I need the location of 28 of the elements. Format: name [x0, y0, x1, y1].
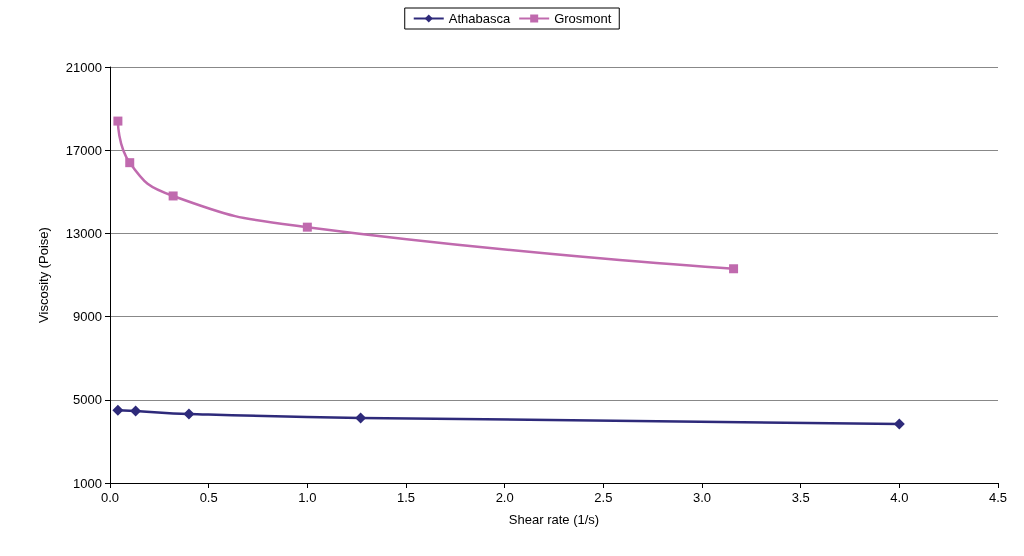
y-tick-label: 13000 — [65, 225, 102, 241]
y-tick-label: 9000 — [73, 309, 102, 325]
y-axis-title: Viscosity (Poise) — [36, 227, 51, 323]
x-tick-label: 2.5 — [594, 490, 613, 505]
y-tick-label: 1000 — [73, 475, 102, 491]
y-tick-label: 17000 — [65, 142, 102, 158]
y-tick-label: 21000 — [65, 59, 102, 75]
x-tick-label: 1.0 — [298, 490, 317, 505]
x-tick-label: 0.0 — [100, 490, 120, 505]
point — [113, 116, 123, 126]
point — [183, 408, 195, 420]
x-tick-label: 0.5 — [199, 490, 218, 505]
x-tick-label: 3.0 — [692, 490, 712, 505]
point — [302, 222, 312, 232]
legend-label: Grosmont — [554, 11, 612, 26]
point — [125, 158, 135, 168]
point — [168, 191, 178, 201]
point — [729, 264, 739, 274]
x-tick-label: 4.0 — [890, 490, 909, 505]
x-axis-title: Shear rate (1/s) — [508, 512, 600, 527]
x-tick-label: 4.5 — [988, 490, 1008, 505]
x-tick-label: 1.5 — [396, 490, 416, 505]
x-tick-label: 3.5 — [791, 490, 810, 505]
y-tick-label: 5000 — [73, 392, 102, 408]
legend-label: Athabasca — [448, 11, 511, 26]
point — [130, 405, 142, 417]
x-tick-label: 2.0 — [495, 490, 514, 505]
point — [112, 404, 124, 416]
